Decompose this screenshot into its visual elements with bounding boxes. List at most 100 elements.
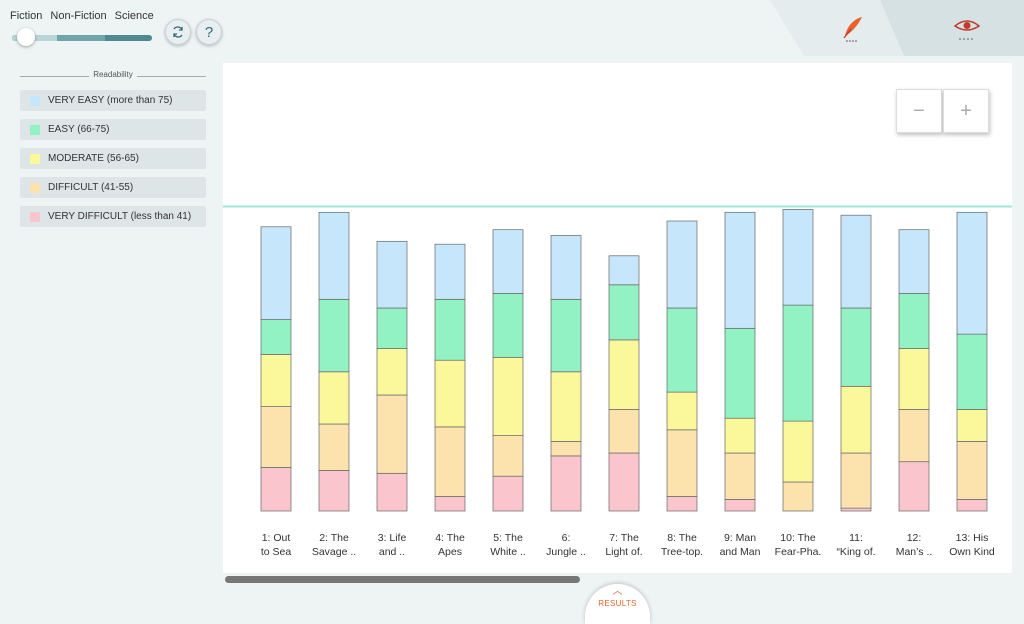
bar-segment[interactable] [666, 496, 698, 512]
bar-segment[interactable] [724, 499, 756, 512]
bar-segment[interactable] [434, 496, 466, 512]
reader-tab[interactable] [952, 14, 982, 44]
bar-segment[interactable] [898, 461, 930, 512]
x-tick-label: 12: [907, 532, 922, 544]
bar-segment[interactable] [840, 507, 872, 512]
legend-item-very-easy[interactable]: VERY EASY (more than 75) [20, 90, 206, 111]
header-tabs [770, 0, 1024, 56]
bar-segment[interactable] [492, 475, 524, 512]
genre-non-fiction[interactable]: Non-Fiction [50, 10, 107, 22]
bar-segment[interactable] [260, 354, 292, 407]
bar-segment[interactable] [782, 481, 814, 512]
bar-segment[interactable] [840, 452, 872, 509]
bar-segment[interactable] [318, 423, 350, 471]
x-tick-label: 5: The [493, 532, 523, 544]
legend-label: MODERATE (56-65) [48, 153, 139, 164]
bar-segment[interactable] [608, 255, 640, 286]
bar-segment[interactable] [956, 211, 988, 335]
chart-svg: 1: Out to Sea 2: The Savage .. 3: Life and ..… [223, 205, 1012, 558]
bar-segment[interactable] [782, 420, 814, 483]
bar-segment[interactable] [434, 298, 466, 361]
bar-segment[interactable] [376, 348, 408, 396]
bar-segment[interactable] [550, 298, 582, 373]
x-tick-label: 11: [849, 532, 863, 544]
x-tick-label: and .. [379, 546, 405, 558]
scrollbar-thumb[interactable] [225, 576, 580, 583]
bar-segment[interactable] [608, 339, 640, 410]
bar-segment[interactable] [840, 307, 872, 387]
bar-segment[interactable] [608, 409, 640, 454]
bar-segment[interactable] [666, 391, 698, 431]
slider-thumb[interactable] [17, 28, 35, 46]
bar-segment[interactable] [898, 229, 930, 294]
bar-segment[interactable] [260, 319, 292, 355]
bar-segment[interactable] [666, 220, 698, 309]
bar-segment[interactable] [724, 211, 756, 329]
bar-segment[interactable] [434, 359, 466, 428]
bar-segment[interactable] [782, 304, 814, 422]
bar-segment[interactable] [318, 211, 350, 300]
bar-segment[interactable] [898, 293, 930, 349]
bar-segment[interactable] [376, 307, 408, 349]
bar-segment[interactable] [260, 467, 292, 512]
legend-item-very-difficult[interactable]: VERY DIFFICULT (less than 41) [20, 206, 206, 227]
bar-segment[interactable] [898, 348, 930, 410]
bar-segment[interactable] [898, 409, 930, 463]
help-button[interactable]: ? [196, 19, 222, 45]
legend-swatch [30, 153, 40, 164]
refresh-button[interactable] [165, 19, 191, 45]
bar-segment[interactable] [492, 435, 524, 477]
bar-segment[interactable] [956, 499, 988, 512]
chart-scrollbar[interactable] [223, 573, 1012, 585]
bar-segment[interactable] [376, 472, 408, 512]
quill-icon [843, 17, 862, 42]
x-tick-label: “King of. [836, 546, 875, 558]
bar-segment[interactable] [318, 371, 350, 425]
x-tick-label: 4: The [435, 532, 465, 544]
bar-segment[interactable] [840, 385, 872, 454]
zoom-in-button[interactable]: + [943, 89, 989, 133]
bar-segment[interactable] [318, 298, 350, 373]
bar-segment[interactable] [608, 452, 640, 512]
readability-chart: 1: Out to Sea 2: The Savage .. 3: Life and ..… [223, 63, 1012, 573]
legend-item-easy[interactable]: EASY (66-75) [20, 119, 206, 140]
bar-segment[interactable] [550, 235, 582, 300]
bar-segment[interactable] [260, 406, 292, 468]
x-tick-label: 6: [562, 532, 571, 544]
bar-segment[interactable] [840, 214, 872, 309]
genre-science[interactable]: Science [114, 10, 154, 22]
legend-item-difficult[interactable]: DIFFICULT (41-55) [20, 177, 206, 198]
bar-segment[interactable] [260, 226, 292, 320]
bar-segment[interactable] [492, 229, 524, 294]
x-tick-label: 7: The [609, 532, 639, 544]
bar-segment[interactable] [550, 455, 582, 512]
bar-segment[interactable] [666, 307, 698, 393]
bar-segment[interactable] [956, 409, 988, 442]
bar-segment[interactable] [376, 394, 408, 474]
bar-segment[interactable] [724, 417, 756, 454]
bar-segment[interactable] [492, 293, 524, 358]
readability-legend: Readability VERY EASY (more than 75) EAS… [20, 70, 206, 227]
results-tab[interactable]: ︿ RESULTS [585, 584, 650, 624]
bar-segment[interactable] [434, 426, 466, 497]
genre-fiction[interactable]: Fiction [10, 10, 43, 22]
writer-tab-bg [770, 0, 904, 56]
bar-segment[interactable] [550, 371, 582, 442]
bar-segment[interactable] [724, 327, 756, 419]
bar-segment[interactable] [492, 356, 524, 436]
bar-segment[interactable] [956, 441, 988, 500]
bar-segment[interactable] [724, 452, 756, 500]
x-tick-label: Man’s .. [896, 546, 933, 558]
bar-segment[interactable] [376, 240, 408, 309]
bar-segment[interactable] [608, 284, 640, 341]
writer-tab[interactable] [838, 14, 868, 44]
bar-segment[interactable] [956, 333, 988, 410]
bar-segment[interactable] [782, 209, 814, 306]
legend-item-moderate[interactable]: MODERATE (56-65) [20, 148, 206, 169]
x-tick-label: Fear-Pha. [775, 546, 822, 558]
bar-segment[interactable] [318, 470, 350, 512]
bar-segment[interactable] [550, 441, 582, 457]
bar-segment[interactable] [666, 429, 698, 497]
zoom-out-button[interactable]: − [896, 89, 942, 133]
bar-segment[interactable] [434, 243, 466, 300]
